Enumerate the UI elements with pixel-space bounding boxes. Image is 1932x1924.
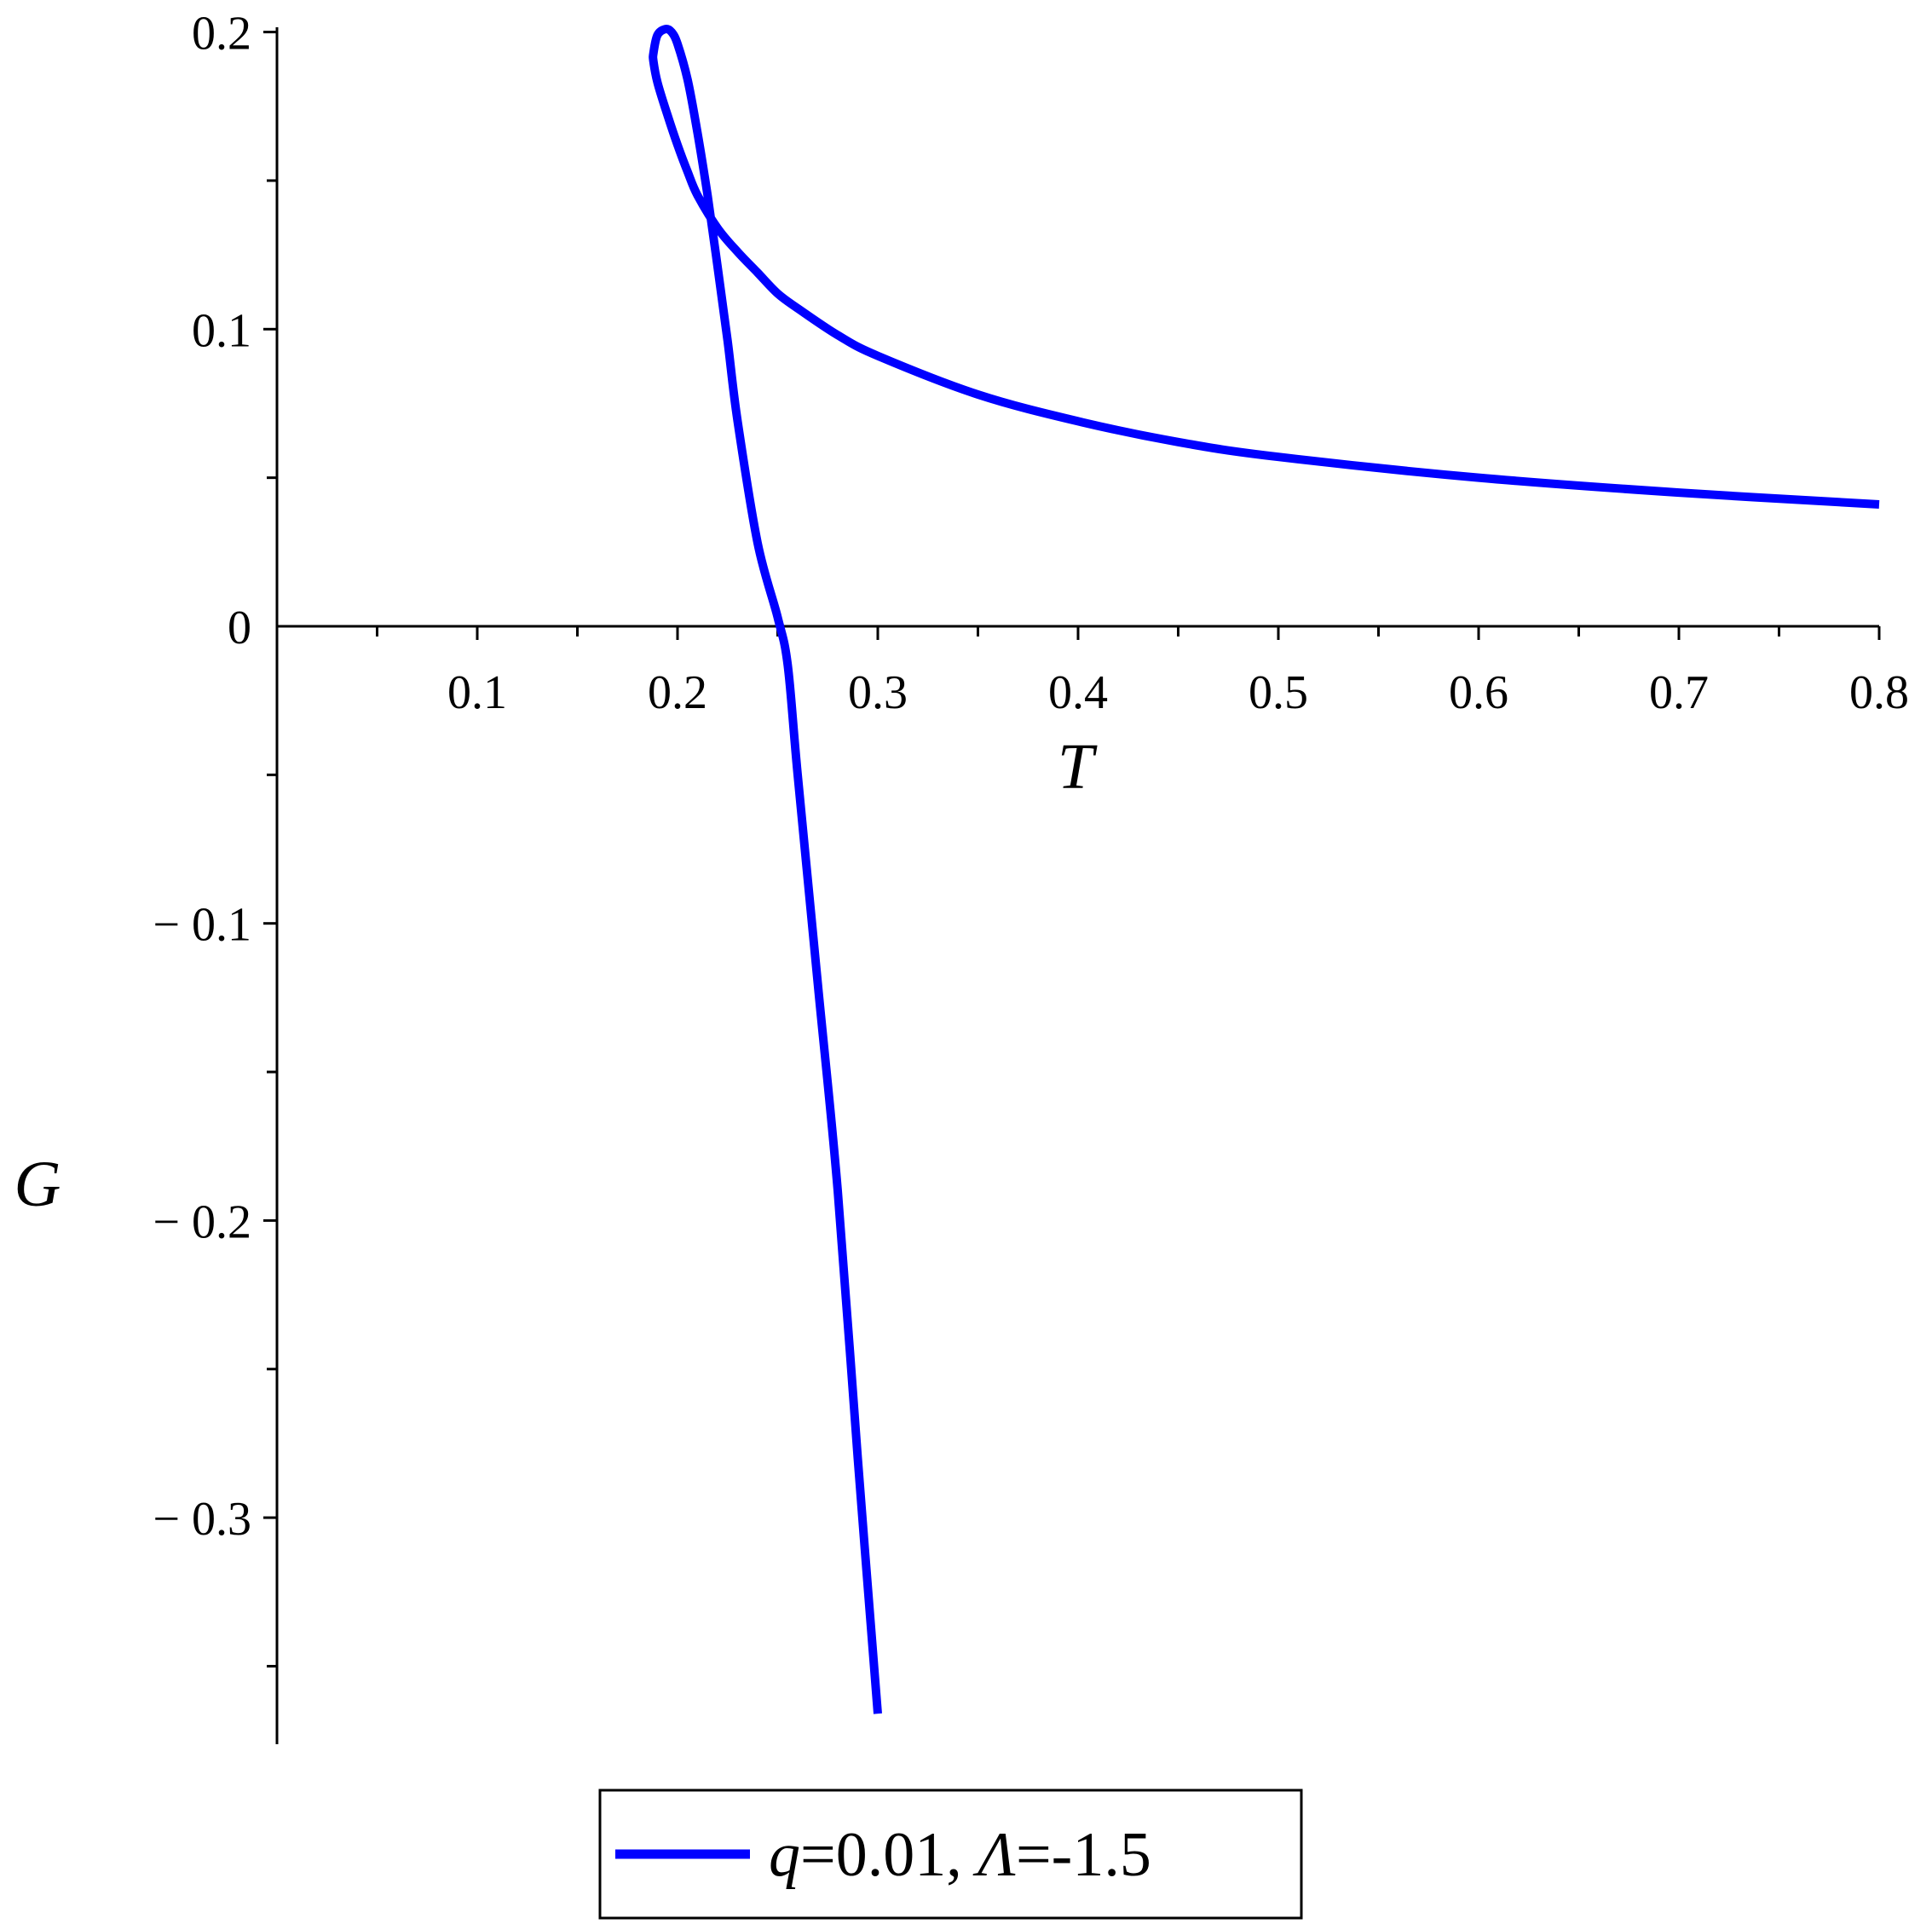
y-tick-label: − 0.1 (153, 899, 251, 952)
x-tick-label: 0.8 (1849, 666, 1909, 719)
legend-lambda-value: =-1.5 (1016, 1820, 1151, 1890)
axes (263, 27, 1881, 1744)
legend-q-symbol: q (769, 1820, 800, 1890)
y-tick-label: − 0.3 (153, 1493, 251, 1546)
series-line (649, 24, 1880, 1714)
y-tick-label: 0 (228, 602, 251, 654)
tick-labels: 0.1 0.2 0.3 0.4 0.5 0.6 0.7 0.8 0.2 0.1 0 − 0.1 − 0.… (153, 8, 1909, 1546)
x-tick-label: 0.2 (648, 666, 707, 719)
y-tick-label: 0.1 (192, 304, 251, 357)
x-tick-label: 0.4 (1048, 666, 1108, 719)
legend-lambda-symbol: Λ (972, 1820, 1016, 1890)
x-axis-title: T (1058, 731, 1098, 803)
x-tick-label: 0.5 (1249, 666, 1308, 719)
x-tick-label: 0.7 (1649, 666, 1709, 719)
legend-label: q=0.01, Λ=-1.5 (769, 1820, 1151, 1890)
legend-q-value: =0.01, (800, 1820, 978, 1890)
x-tick-label: 0.1 (447, 666, 507, 719)
x-tick-label: 0.3 (848, 666, 908, 719)
y-tick-label: − 0.2 (153, 1195, 251, 1248)
x-tick-label: 0.6 (1449, 666, 1508, 719)
legend: q=0.01, Λ=-1.5 (598, 1789, 1303, 1920)
y-tick-label: 0.2 (192, 8, 251, 60)
y-axis-title: G (14, 1149, 61, 1220)
series-layer (649, 24, 1880, 1714)
